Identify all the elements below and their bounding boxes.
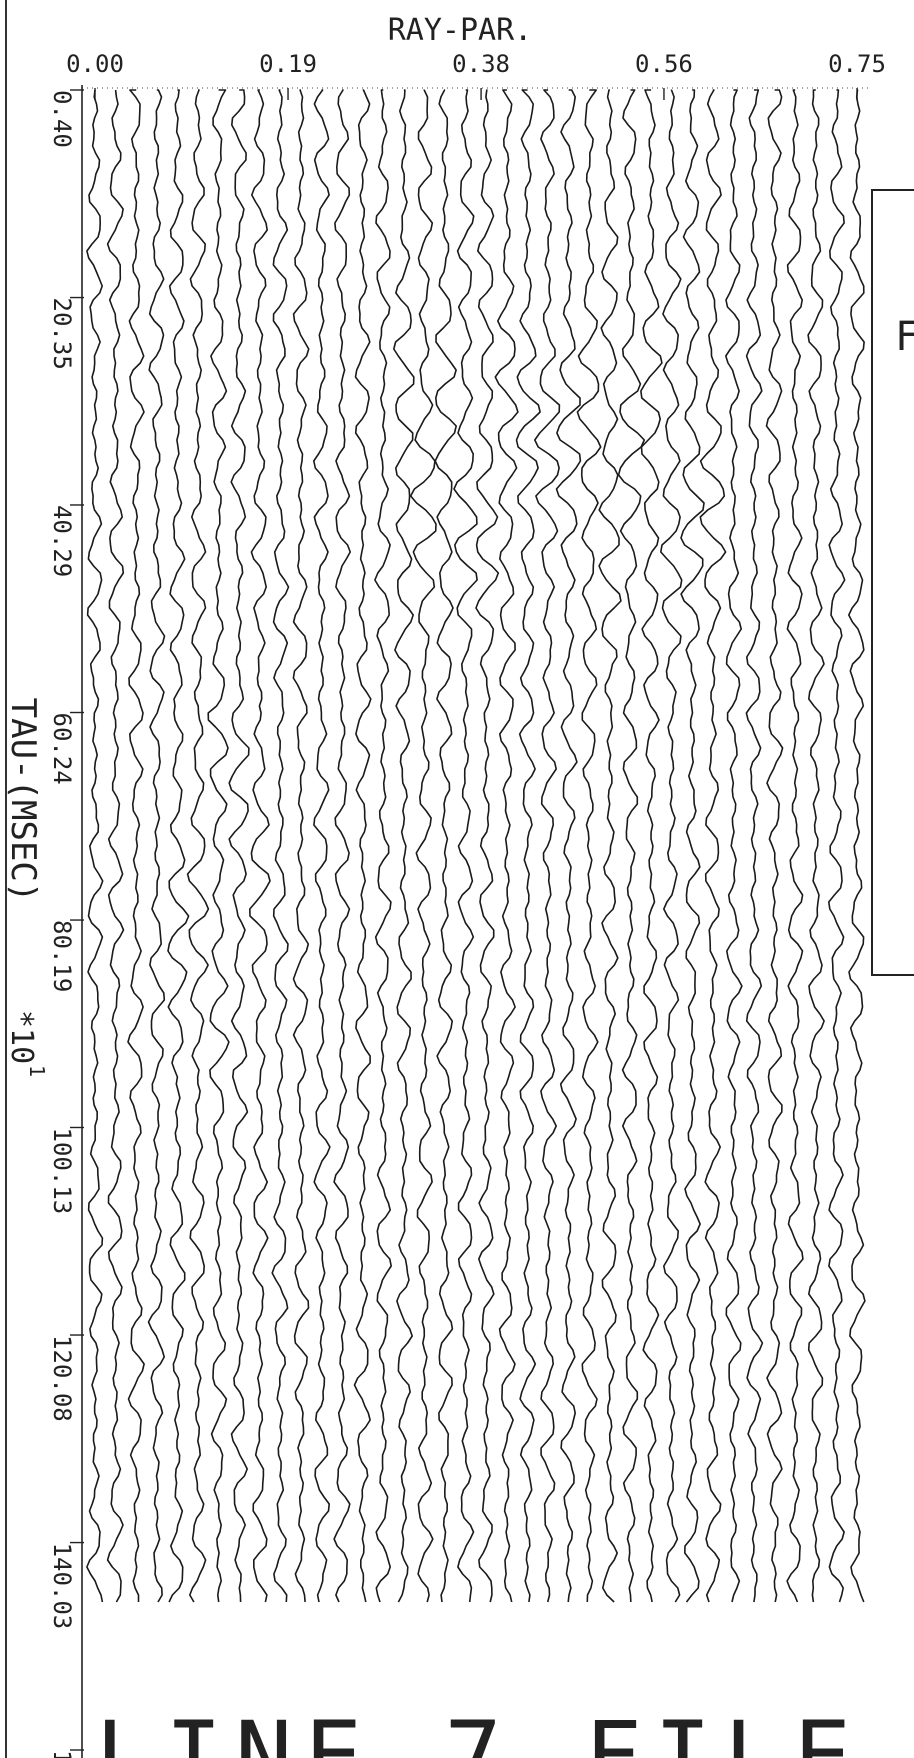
y-tick-label: 60.24 [48, 713, 76, 785]
seismic-trace [786, 89, 804, 1603]
seismic-trace [848, 89, 866, 1603]
y-axis-multiplier: *10 [4, 1010, 39, 1064]
seismic-trace [313, 89, 331, 1603]
y-tick-label-group: 159.97 [48, 1750, 76, 1758]
x-ticks: 0.00 0.19 0.38 0.56 0.75 [66, 50, 886, 100]
seismic-trace [249, 89, 271, 1603]
legend-box-text: F [895, 314, 914, 360]
seismic-trace [186, 89, 210, 1603]
seismic-trace [699, 89, 727, 1603]
seismic-trace [598, 89, 622, 1603]
seismic-trace [393, 89, 415, 1603]
y-tick-label: 40.29 [48, 505, 76, 577]
seismic-trace [147, 89, 166, 1603]
chart-title: LINE 7 FILE #2 [95, 1701, 914, 1758]
y-tick-label: 140.03 [48, 1543, 76, 1630]
y-axis-label-group: TAU-(MSEC) *10 1 [3, 698, 49, 1077]
y-tick-label-group: 80.19 [48, 920, 76, 992]
seismic-trace [86, 89, 104, 1603]
seismic-trace [228, 89, 250, 1603]
y-tick-label: 20.35 [48, 298, 76, 370]
seismic-trace [374, 89, 392, 1603]
y-tick-label: 100.13 [48, 1127, 76, 1214]
seismic-trace [660, 89, 683, 1603]
y-tick-label-group: 140.03 [48, 1543, 76, 1630]
seismic-trace [475, 89, 500, 1603]
y-tick-label-group: 20.35 [48, 298, 76, 370]
seismic-trace [453, 89, 478, 1603]
y-axis-exponent: 1 [25, 1065, 49, 1077]
seismic-trace [106, 89, 125, 1603]
y-tick-label-group: 100.13 [48, 1127, 76, 1214]
seismic-trace [807, 89, 825, 1603]
seismic-trace [640, 89, 663, 1603]
x-axis-label: RAY-PAR. [388, 13, 533, 48]
y-tick-label: 159.97 [48, 1750, 76, 1758]
seismic-trace [409, 89, 437, 1603]
seismic-trace [555, 89, 582, 1603]
seismic-trace [167, 89, 190, 1603]
x-tick-label: 0.00 [66, 50, 124, 78]
seismic-trace [576, 89, 602, 1603]
x-tick-label: 0.38 [452, 50, 510, 78]
y-tick-label: 80.19 [48, 920, 76, 992]
y-tick-label-group: 40.29 [48, 505, 76, 577]
seismic-trace [292, 89, 310, 1603]
y-tick-label-group: 60.24 [48, 713, 76, 785]
y-axis-label: TAU-(MSEC) [3, 698, 43, 903]
seismic-trace [353, 89, 372, 1603]
x-tick-label: 0.56 [635, 50, 693, 78]
x-tick-label: 0.75 [828, 50, 886, 78]
seismic-trace [207, 89, 230, 1603]
legend-box [871, 189, 914, 976]
seismic-trace [271, 89, 290, 1603]
y-tick-label-group: 0.40 [48, 90, 76, 148]
seismic-trace [333, 89, 351, 1603]
y-tick-label: 0.40 [48, 90, 76, 148]
seismic-trace [515, 89, 541, 1603]
seismic-trace [617, 89, 646, 1603]
seismic-trace [494, 89, 519, 1603]
seismic-trace [725, 89, 743, 1603]
seismic-trace [765, 89, 784, 1603]
seismic-trace [434, 89, 457, 1603]
y-tick-label-group: 120.08 [48, 1335, 76, 1422]
y-tick-label: 120.08 [48, 1335, 76, 1422]
seismic-trace [745, 89, 764, 1603]
seismic-trace [127, 89, 145, 1602]
seismic-traces [86, 89, 866, 1603]
y-ticks: 0.40 20.35 40.29 60.24 80.19 100.13 120.08 140.… [48, 89, 84, 1758]
seismic-trace [828, 89, 846, 1603]
x-tick-label: 0.19 [259, 50, 317, 78]
seismic-trace [534, 89, 561, 1603]
seismic-trace [680, 89, 705, 1603]
